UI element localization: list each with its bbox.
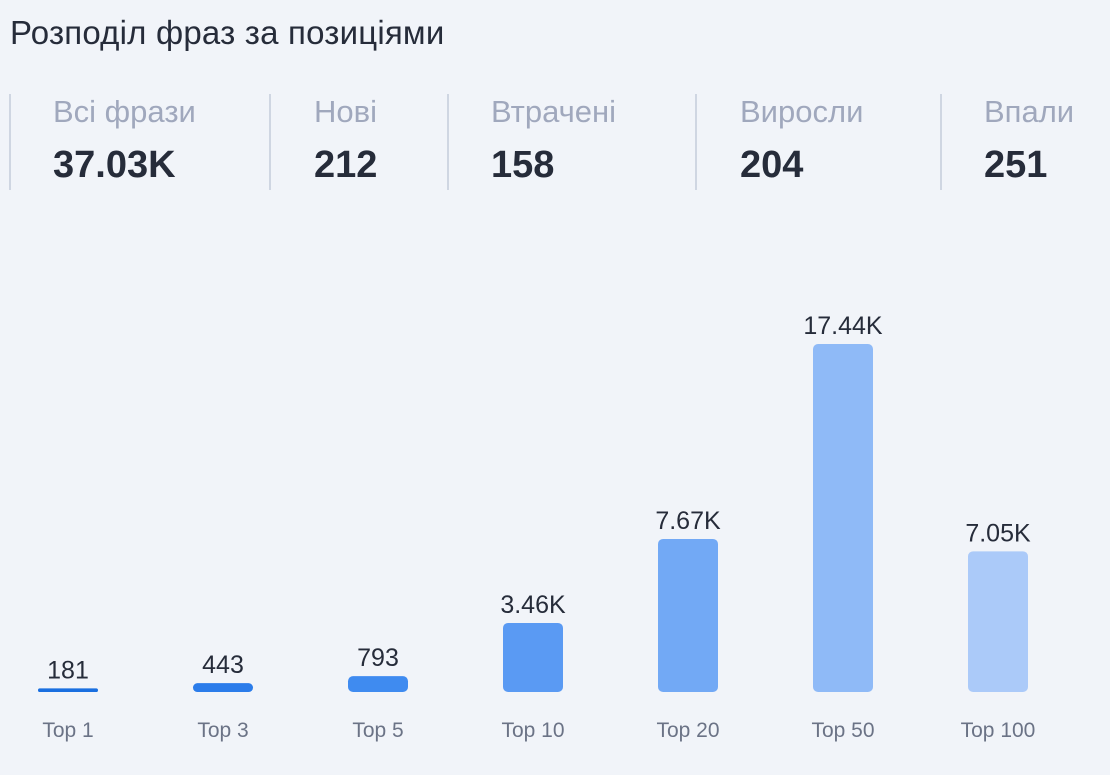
stat-value: 204 (740, 144, 804, 186)
x-tick-label: Top 1 (42, 719, 93, 742)
x-tick-label: Top 100 (961, 719, 1036, 742)
bar-group[interactable]: 17.44K Top 50 (803, 312, 883, 742)
bar-group[interactable]: 3.46K Top 10 (500, 591, 566, 742)
stat-all-phrases: Всі фрази 37.03K (9, 94, 271, 190)
data-label: 793 (357, 644, 399, 672)
bar[interactable] (813, 344, 873, 692)
bar-group[interactable]: 793 Top 5 (348, 644, 408, 742)
x-tick-label: Top 5 (352, 719, 403, 742)
bar-group[interactable]: 7.05K Top 100 (961, 519, 1036, 742)
data-label: 7.05K (965, 519, 1031, 547)
stat-grew: Виросли 204 (695, 94, 942, 190)
stat-fell: Впали 251 (940, 94, 1110, 190)
stat-label: Втрачені (491, 94, 617, 129)
bar-group[interactable]: 443 Top 3 (193, 651, 253, 742)
stat-label: Нові (314, 94, 377, 129)
bar[interactable] (193, 683, 253, 692)
data-label: 3.46K (500, 591, 566, 619)
bar-group[interactable]: 7.67K Top 20 (655, 507, 721, 742)
stat-lost: Втрачені 158 (447, 94, 697, 190)
bar[interactable] (503, 622, 563, 692)
stat-label: Впали (984, 94, 1075, 129)
stat-value: 158 (491, 144, 555, 186)
x-tick-label: Top 3 (197, 719, 248, 742)
bar[interactable] (348, 676, 408, 692)
x-tick-label: Top 10 (501, 719, 564, 742)
bar-group[interactable]: 181 Top 1 (38, 656, 98, 742)
stat-new: Нові 212 (269, 94, 449, 190)
data-label: 17.44K (803, 312, 883, 340)
stat-value: 37.03K (53, 144, 176, 186)
stat-value: 251 (984, 144, 1048, 186)
data-label: 181 (47, 656, 89, 684)
bar[interactable] (968, 551, 1028, 692)
x-tick-label: Top 50 (811, 719, 874, 742)
stat-label: Всі фрази (53, 94, 196, 129)
data-label: 443 (202, 651, 244, 679)
stat-value: 212 (314, 144, 378, 186)
bar[interactable] (658, 538, 718, 692)
data-label: 7.67K (655, 507, 721, 535)
stat-label: Виросли (740, 94, 864, 129)
x-tick-label: Top 20 (656, 719, 719, 742)
stats-row: Всі фрази 37.03K Нові 212 Втрачені 158 В… (0, 94, 1110, 192)
bar[interactable] (38, 688, 98, 692)
page-title: Розподіл фраз за позиціями (10, 14, 445, 51)
